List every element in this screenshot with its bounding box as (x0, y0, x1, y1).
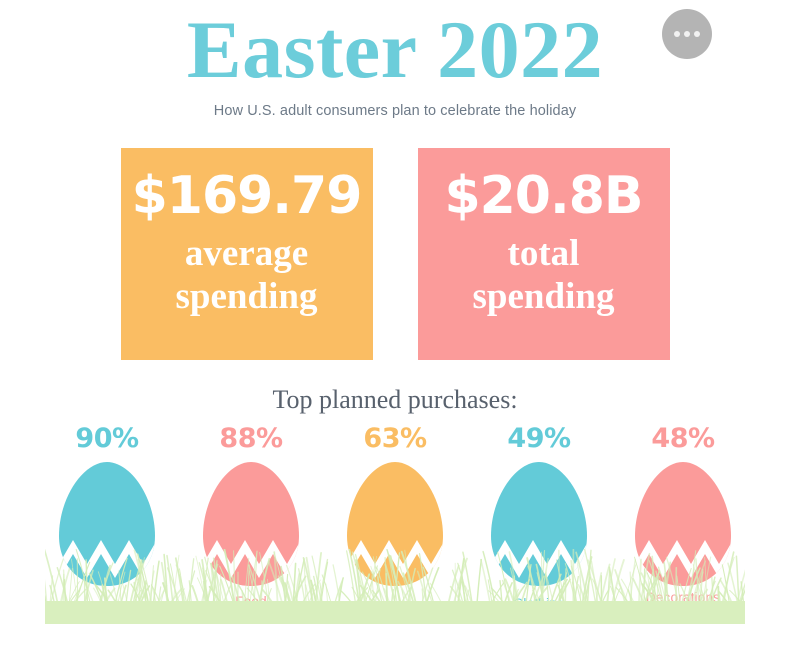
stat-label-line1: average (184, 233, 309, 274)
stat-card-average-spending: $169.79 average spending (120, 148, 373, 360)
egg-series: 90% Candy 88% Food 63% Gifts 49% Clothing 48% Dec… (45, 423, 745, 623)
egg-icon (491, 462, 587, 586)
stat-label-line2: spending (175, 276, 318, 317)
ellipsis-icon[interactable] (662, 9, 712, 59)
egg-value-label: 63% (363, 423, 427, 454)
egg-bar-clothing[interactable]: 49% Clothing (477, 423, 601, 611)
stat-card-total-spending: $20.8B total spending (417, 148, 670, 360)
egg-icon (347, 462, 443, 586)
stat-label: total spending (473, 232, 615, 318)
egg-icon (203, 462, 299, 586)
stat-label-line2: spending (472, 276, 615, 317)
egg-category-label: Decorations (645, 590, 721, 605)
egg-icon (59, 462, 155, 586)
egg-bar-candy[interactable]: 90% Candy (45, 423, 169, 617)
egg-category-label: Food (235, 594, 267, 609)
stat-label-line1: total (507, 233, 580, 274)
egg-bar-gifts[interactable]: 63% Gifts (333, 423, 457, 623)
page-title: Easter 2022 (186, 4, 604, 95)
egg-category-label: Clothing (513, 596, 565, 611)
egg-bar-decorations[interactable]: 48% Decorations (621, 423, 745, 605)
egg-value-label: 90% (75, 423, 139, 454)
egg-value-label: 49% (507, 423, 571, 454)
page-subtitle: How U.S. adult consumers plan to celebra… (213, 103, 577, 119)
egg-icon (635, 462, 731, 586)
ellipsis-dot-3 (694, 31, 700, 37)
egg-category-label: Gifts (380, 608, 410, 623)
stat-value: $169.79 (131, 166, 363, 226)
egg-value-label: 88% (219, 423, 283, 454)
egg-category-label: Candy (86, 602, 128, 617)
ellipsis-dot-2 (684, 31, 690, 37)
egg-value-label: 48% (651, 423, 715, 454)
stat-label: average spending (176, 232, 318, 318)
stat-boxes: $169.79 average spending $20.8B total sp… (0, 148, 790, 360)
chart-title: Top planned purchases: (272, 385, 518, 414)
egg-bar-food[interactable]: 88% Food (189, 423, 313, 609)
stat-value: $20.8B (444, 166, 643, 226)
egg-bar-chart: 90% Candy 88% Food 63% Gifts 49% Clothing 48% Dec… (0, 424, 790, 662)
ellipsis-dot-1 (674, 31, 680, 37)
